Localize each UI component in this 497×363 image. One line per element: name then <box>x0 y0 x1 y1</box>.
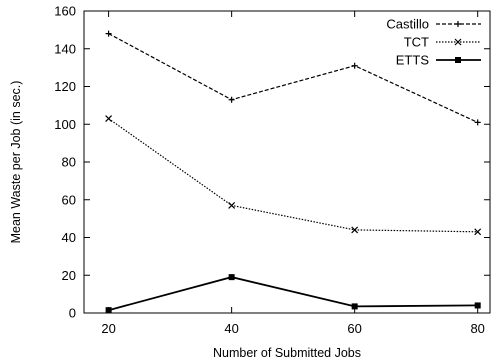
data-point-marker <box>105 307 112 314</box>
data-point-marker <box>474 302 481 309</box>
legend-label: Castillo <box>386 17 429 32</box>
legend-item-castillo: Castillo <box>386 17 481 32</box>
plot-frame <box>83 10 491 314</box>
x-tick-label: 60 <box>347 321 361 336</box>
y-tick-label: 140 <box>54 41 76 56</box>
series-etts <box>105 274 481 314</box>
data-point-marker <box>351 303 358 310</box>
data-point-marker <box>455 57 461 63</box>
y-tick-label: 100 <box>54 117 76 132</box>
series-line <box>108 118 478 233</box>
y-tick-label: 120 <box>54 79 76 94</box>
x-tick-label: 80 <box>470 321 484 336</box>
series-tct <box>105 115 482 236</box>
data-point-marker <box>105 115 113 123</box>
legend-label: TCT <box>404 35 429 50</box>
x-tick-label: 40 <box>224 321 238 336</box>
data-point-marker <box>474 228 482 236</box>
x-axis-title: Number of Submitted Jobs <box>213 346 361 360</box>
data-point-marker <box>454 38 462 46</box>
data-point-marker <box>351 62 358 69</box>
y-tick-label: 0 <box>69 306 76 321</box>
y-tick-label: 20 <box>62 268 76 283</box>
legend-item-etts: ETTS <box>396 53 481 68</box>
y-axis-title: Mean Waste per Job (in sec.) <box>9 81 23 244</box>
axis-ticks: 0 20 40 60 80 100 120 140 160 20 40 60 80 <box>54 4 490 336</box>
y-tick-label: 40 <box>62 230 76 245</box>
series-castillo <box>105 30 481 126</box>
y-tick-label: 80 <box>62 155 76 170</box>
data-point-marker <box>228 274 235 281</box>
legend-label: ETTS <box>396 53 430 68</box>
y-tick-label: 160 <box>54 4 76 19</box>
legend: Castillo TCT ETTS <box>386 17 481 68</box>
data-point-marker <box>351 226 359 234</box>
data-point-marker <box>455 21 461 27</box>
data-point-marker <box>105 30 112 37</box>
data-point-marker <box>228 201 236 209</box>
data-point-marker <box>228 96 235 103</box>
legend-item-tct: TCT <box>404 35 481 50</box>
data-point-marker <box>474 119 481 126</box>
series-layer <box>105 30 482 314</box>
x-tick-label: 20 <box>101 321 115 336</box>
series-line <box>108 33 478 123</box>
series-line <box>108 276 478 312</box>
y-tick-label: 60 <box>62 192 76 207</box>
